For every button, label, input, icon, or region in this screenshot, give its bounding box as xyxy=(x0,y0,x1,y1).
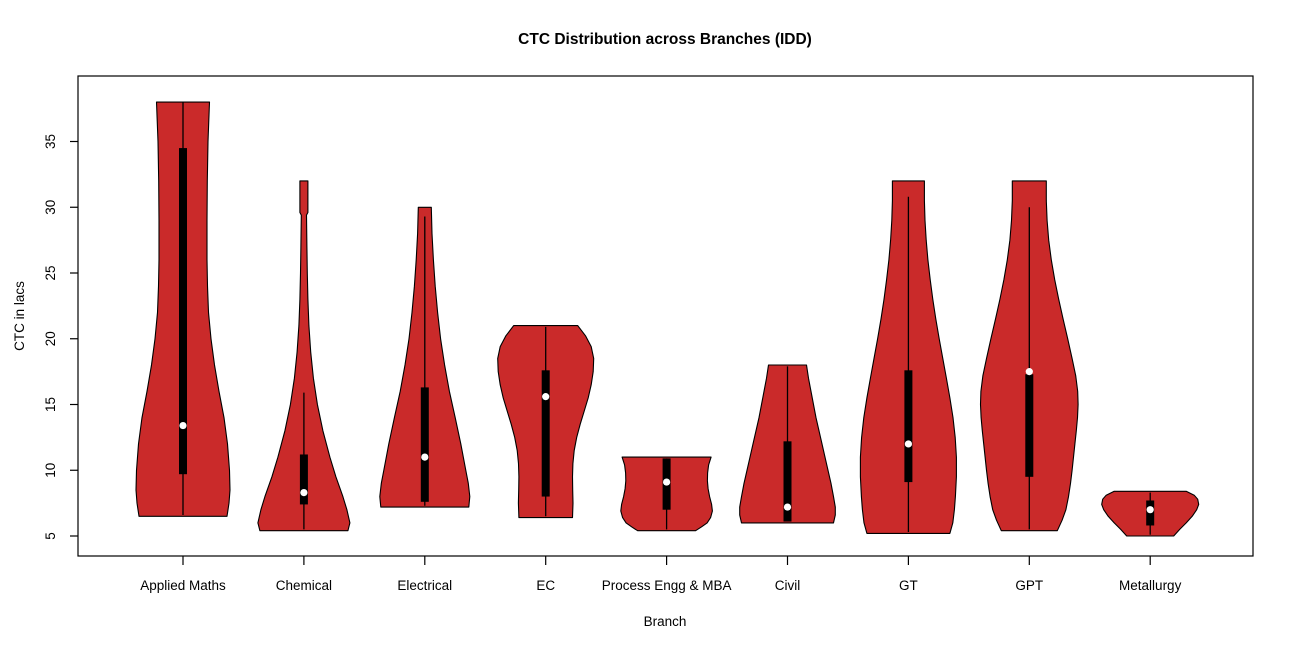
median-dot-chemical xyxy=(300,489,308,497)
iqr-box-gpt xyxy=(1025,374,1034,477)
x-tick-label-chemical: Chemical xyxy=(276,578,332,593)
median-dot-civil xyxy=(783,503,792,511)
x-tick-label-ec: EC xyxy=(536,578,555,593)
iqr-box-electrical xyxy=(420,387,429,502)
x-tick-label-gt: GT xyxy=(899,578,918,593)
y-tick-label: 5 xyxy=(43,532,58,540)
violin-chemical xyxy=(257,180,351,532)
x-tick-label-process-engg-mba: Process Engg & MBA xyxy=(602,578,732,593)
median-dot-gt xyxy=(904,440,913,448)
iqr-box-chemical xyxy=(299,454,308,505)
x-tick-label-gpt: GPT xyxy=(1015,578,1043,593)
iqr-box-civil xyxy=(783,441,792,522)
y-tick-label: 35 xyxy=(43,134,58,149)
y-tick-label: 10 xyxy=(43,463,58,478)
x-tick-label-civil: Civil xyxy=(775,578,801,593)
plot-area: 5 10 15 20 25 30 35 Applied Maths Chemical Electr… xyxy=(43,75,1254,593)
iqr-box-ec xyxy=(541,370,550,497)
x-tick-label-electrical: Electrical xyxy=(397,578,452,593)
median-dot-electrical xyxy=(421,453,429,461)
iqr-box-gt xyxy=(904,370,913,483)
median-dot-ec xyxy=(542,393,550,401)
y-tick-label: 30 xyxy=(43,200,58,215)
x-tick-label-applied-maths: Applied Maths xyxy=(140,578,226,593)
plot-border xyxy=(77,75,1254,557)
x-axis-label: Branch xyxy=(644,614,687,629)
y-axis-label: CTC in lacs xyxy=(12,281,27,351)
y-tick-label: 25 xyxy=(43,265,58,280)
median-dot-applied-maths xyxy=(179,421,187,430)
median-dot-process-engg-mba xyxy=(663,478,671,486)
x-tick-label-metallurgy: Metallurgy xyxy=(1119,578,1182,593)
y-tick-label: 15 xyxy=(43,397,58,412)
median-dot-gpt xyxy=(1025,368,1033,376)
chart-title: CTC Distribution across Branches (IDD) xyxy=(518,31,812,48)
y-tick-label: 20 xyxy=(43,331,58,346)
median-dot-metallurgy xyxy=(1146,506,1154,514)
iqr-box-applied-maths xyxy=(179,148,187,475)
